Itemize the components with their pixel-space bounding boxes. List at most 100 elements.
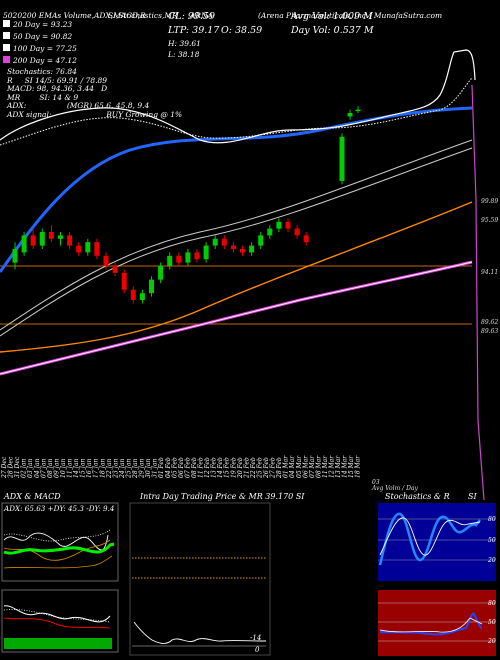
date-label: 15 Feb xyxy=(224,457,231,478)
mr-zero-label: 0 xyxy=(255,646,260,654)
candle-body xyxy=(185,252,191,263)
candle-body xyxy=(58,235,63,239)
date-label: 22 Jan xyxy=(106,458,113,479)
date-label: 11 Jan xyxy=(67,458,74,478)
date-label: 21 Feb xyxy=(243,457,250,479)
legend-label: 20 Day = 93.23 xyxy=(13,20,73,29)
legend-50-day: 50 Day = 90.82 xyxy=(3,32,77,44)
date-label: 26 Feb xyxy=(263,457,270,479)
candle-body xyxy=(12,249,18,263)
legend-swatch xyxy=(3,44,10,51)
candle-body xyxy=(121,272,127,290)
stoch-tick-20: 20 xyxy=(487,557,496,564)
candle-body xyxy=(85,242,91,253)
date-label: 17 Jan xyxy=(93,458,100,478)
r-tick-80: 80 xyxy=(488,600,496,607)
chart-header-left: 5020200 EMAs Volume,ADX,MACD,R xyxy=(3,11,146,20)
legend-200-day: 200 Day = 47.12 xyxy=(3,56,77,68)
adx-label: ADX: xyxy=(7,101,27,111)
candle-body xyxy=(39,232,45,246)
date-label: 27 Dec xyxy=(1,456,8,479)
legend-label: 50 Day = 90.82 xyxy=(13,32,73,41)
di-minus-line xyxy=(3,542,115,555)
candle-body xyxy=(303,235,309,243)
date-label: 25 Jan xyxy=(125,458,132,479)
date-label: 28 Feb xyxy=(276,457,283,479)
day-volume: Day Vol: 0.537 M xyxy=(291,25,374,36)
date-label: 28 Dec xyxy=(8,456,15,479)
chart-header-symbol: ARNA xyxy=(190,11,214,20)
candlesticks xyxy=(12,106,361,304)
macd-signal-line xyxy=(3,609,111,623)
r-line-white xyxy=(379,617,483,633)
date-label: 14 Feb xyxy=(217,457,224,478)
legend-swatch xyxy=(3,56,10,63)
date-label: 27 Feb xyxy=(270,457,277,479)
date-label: 10 Jan xyxy=(60,458,67,478)
stoch-si-label: SI xyxy=(468,492,477,501)
mr-panel-title: Intra Day Trading Price & MR 39.170 SI xyxy=(140,492,305,501)
candle-body xyxy=(240,249,245,253)
candle-body xyxy=(158,266,164,280)
price-axis-label: 99.89 xyxy=(481,198,498,205)
stoch-k-line xyxy=(378,512,481,566)
date-label: 03 Jan xyxy=(27,458,34,478)
date-label: 12 Mar xyxy=(329,455,336,478)
candle-body xyxy=(149,279,154,294)
mr-value: -14 xyxy=(250,634,261,642)
date-label: 06 Feb xyxy=(178,457,185,478)
ema-100-line-b xyxy=(0,147,473,337)
candle-body xyxy=(339,136,345,181)
r-label: R xyxy=(7,75,13,85)
candle-body xyxy=(167,255,173,266)
candle-body xyxy=(176,255,182,263)
legend-100-day: 100 Day = 77.25 xyxy=(3,44,77,56)
stoch-panel-title: Stochastics & R xyxy=(385,492,450,501)
legend-label: 100 Day = 77.25 xyxy=(13,44,77,53)
open-value: O: 38.59 xyxy=(221,25,263,36)
date-label: 14 Jan xyxy=(73,458,80,478)
macd-line xyxy=(3,605,111,623)
ema-20-dotted-line xyxy=(0,77,473,146)
adx-signal-label: ADX signal: xyxy=(7,109,52,119)
candle-body xyxy=(130,289,136,300)
date-label: 30 Jan xyxy=(145,458,152,478)
date-label: 14 Mar xyxy=(342,455,349,478)
avg-volume: Avg Vol: 1.009 M xyxy=(291,11,373,22)
date-label: 05 Feb xyxy=(171,457,178,478)
bottom-note: 03 xyxy=(372,479,380,486)
date-label: 31 Jan xyxy=(152,458,159,478)
date-label: 08 Feb xyxy=(191,457,198,478)
date-label: 15 Mar xyxy=(348,455,355,478)
price-axis-label: 89.63 xyxy=(481,328,498,335)
date-label: 12 Feb xyxy=(204,457,211,478)
candle-body xyxy=(221,238,227,246)
date-axis-labels: 27 Dec 28 Dec 31 Dec 02 Jan 03 Jan 04 Jan 07 J… xyxy=(1,455,362,479)
date-label: 23 Jan xyxy=(112,458,119,479)
candle-body xyxy=(267,228,273,236)
candle-body xyxy=(230,245,236,249)
macd-red-line xyxy=(3,617,111,629)
di-plus-line xyxy=(3,539,111,561)
date-label: 07 Jan xyxy=(40,458,47,478)
date-label: 24 Jan xyxy=(119,458,126,479)
macd-readout: MACD: 98, 94.36, 3.44 D xyxy=(7,84,182,94)
legend-swatch xyxy=(3,20,10,27)
date-label: 02 Jan xyxy=(21,458,28,478)
macd-panel-frame xyxy=(1,589,119,653)
adx-dotted xyxy=(3,529,111,542)
adx-readout: ADX: (MGR) 65.6, 45.8, 9.4 xyxy=(7,102,182,111)
date-label: 20 Feb xyxy=(237,457,244,479)
price-axis-label: 95.59 xyxy=(481,217,498,224)
mr-label: MR xyxy=(7,92,21,102)
candle-body xyxy=(139,293,145,300)
legend-20-day: 20 Day = 93.23 xyxy=(3,20,77,32)
candle-body xyxy=(355,109,361,112)
date-label: 04 Feb xyxy=(165,457,172,478)
stoch-tick-50: 50 xyxy=(488,537,496,544)
ema-lines xyxy=(0,49,485,500)
r-line-blue xyxy=(379,612,483,636)
candle-body xyxy=(212,238,218,246)
price-axis-labels: 99.89 95.59 94.11 89.62 89.63 xyxy=(481,198,498,335)
